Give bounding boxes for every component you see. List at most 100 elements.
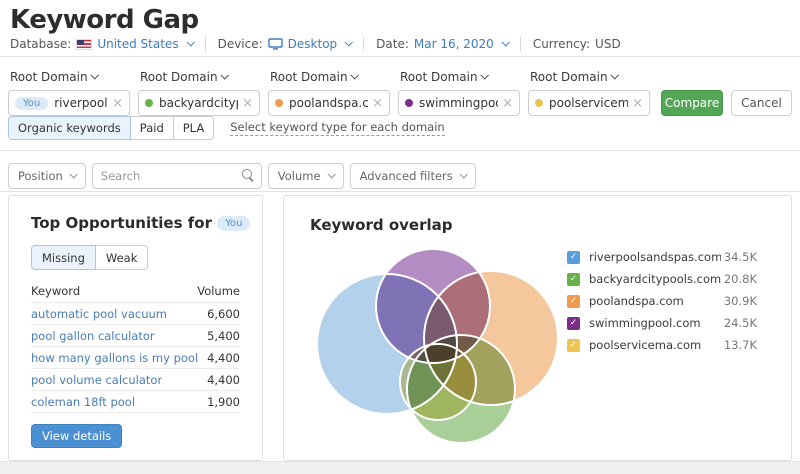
clear-domain-icon[interactable]: × [632, 95, 643, 111]
volume-value: 4,400 [207, 372, 240, 387]
us-flag-icon [76, 38, 93, 50]
table-row: automatic pool vacuum 6,600 [31, 302, 240, 324]
venn-outline [316, 273, 458, 415]
report-settings-bar: Database: United States Device: Desktop … [10, 37, 621, 51]
legend-count: 24.5K [723, 316, 757, 330]
toggle-weak[interactable]: Weak [94, 245, 149, 270]
chevron-down-icon [327, 170, 336, 179]
domain-input-1[interactable]: You riverpoolsands... × [8, 90, 130, 116]
domain-color-dot [535, 99, 543, 107]
domain-value: backyardcitypools.c... [159, 96, 238, 110]
legend-domain[interactable]: swimmingpool.com [589, 316, 701, 330]
keyword-link[interactable]: coleman 18ft pool [31, 394, 136, 409]
toggle-missing[interactable]: Missing [31, 245, 96, 270]
opportunities-table: Keyword Volume automatic pool vacuum 6,6… [31, 280, 240, 413]
checkbox-checked-icon[interactable] [567, 294, 580, 308]
cancel-button[interactable]: Cancel [731, 90, 792, 116]
date-value[interactable]: Mar 16, 2020 [413, 37, 494, 51]
domain-input-2[interactable]: backyardcitypools.c... × [138, 90, 260, 116]
venn-outline [375, 248, 491, 364]
chevron-down-icon [69, 170, 78, 179]
chevron-down-icon [90, 71, 99, 80]
chevron-down-icon [220, 71, 229, 80]
chevron-down-icon [501, 38, 510, 47]
root-domain-selector-5[interactable]: Root Domain [530, 70, 619, 84]
search-input[interactable] [91, 163, 262, 189]
database-selector[interactable]: Database: United States [10, 37, 195, 51]
clear-domain-icon[interactable]: × [242, 95, 253, 111]
clear-domain-icon[interactable]: × [372, 95, 383, 111]
legend-item: backyardcitypools.com 20.8K [567, 268, 757, 290]
separator [363, 37, 365, 51]
domain-input-3[interactable]: poolandspa.com × [268, 90, 390, 116]
table-row: coleman 18ft pool 1,900 [31, 390, 240, 412]
column-keyword: Keyword [31, 284, 81, 298]
legend-count: 20.8K [723, 272, 757, 286]
checkbox-checked-icon[interactable] [567, 272, 580, 286]
currency-value: USD [595, 37, 621, 51]
checkbox-checked-icon[interactable] [567, 316, 580, 330]
table-header: Keyword Volume [31, 280, 240, 302]
tab-organic-keywords[interactable]: Organic keywords [8, 116, 131, 140]
volume-filter-dropdown[interactable]: Volume [267, 163, 344, 189]
legend-domain[interactable]: backyardcitypools.com [589, 272, 721, 286]
database-value[interactable]: United States [97, 37, 179, 51]
separator [204, 37, 206, 51]
volume-value: 1,900 [207, 394, 240, 409]
tab-pla[interactable]: PLA [172, 116, 215, 140]
legend-domain[interactable]: poolservicema.com [589, 338, 702, 352]
root-domain-selector-3[interactable]: Root Domain [270, 70, 359, 84]
search-icon[interactable] [241, 169, 255, 182]
checkbox-checked-icon[interactable] [567, 338, 580, 352]
legend-domain[interactable]: riverpoolsandspas.com [589, 250, 721, 264]
clear-domain-icon[interactable]: × [112, 95, 123, 111]
legend-item: poolandspa.com 30.9K [567, 290, 757, 312]
keyword-search [91, 163, 262, 189]
column-volume: Volume [197, 284, 240, 298]
chevron-down-icon [610, 71, 619, 80]
device-value[interactable]: Desktop [287, 37, 338, 51]
legend-domain[interactable]: poolandspa.com [589, 294, 684, 308]
root-domain-selector-2[interactable]: Root Domain [140, 70, 229, 84]
domain-color-dot [275, 99, 283, 107]
date-selector[interactable]: Date: Mar 16, 2020 [376, 37, 510, 51]
venn-circle-poolservicema[interactable] [400, 344, 476, 420]
clear-domain-icon[interactable]: × [502, 95, 513, 111]
table-row: how many gallons is my pool 4,400 [31, 346, 240, 368]
keyword-type-tabs: Organic keywords Paid PLA Select keyword… [8, 116, 445, 140]
keyword-link[interactable]: pool volume calculator [31, 372, 163, 387]
keyword-link[interactable]: pool gallon calculator [31, 328, 155, 343]
root-domain-selector-4[interactable]: Root Domain [400, 70, 489, 84]
position-filter-dropdown[interactable]: Position [8, 163, 86, 189]
compare-button[interactable]: Compare [661, 90, 723, 116]
advanced-filters-dropdown[interactable]: Advanced filters [349, 163, 476, 189]
domain-input-5[interactable]: poolservicema.com × [528, 90, 650, 116]
opportunities-title: Top Opportunities for You [31, 214, 251, 232]
device-label: Device: [217, 37, 263, 51]
domain-input-4[interactable]: swimmingpool.com × [398, 90, 520, 116]
currency-label: Currency: [532, 37, 591, 51]
keyword-type-hint-link[interactable]: Select keyword type for each domain [230, 120, 445, 136]
chevron-down-icon [480, 71, 489, 80]
view-details-button[interactable]: View details [31, 424, 123, 448]
date-label: Date: [376, 37, 409, 51]
venn-outline [423, 270, 559, 406]
keyword-link[interactable]: how many gallons is my pool [31, 350, 199, 365]
chevron-down-icon [350, 71, 359, 80]
table-row: pool volume calculator 4,400 [31, 368, 240, 390]
root-domain-selector-1[interactable]: Root Domain [10, 70, 99, 84]
tab-paid[interactable]: Paid [129, 116, 174, 140]
device-selector[interactable]: Device: Desktop [217, 37, 354, 51]
domain-color-dot [405, 99, 413, 107]
domain-value: riverpoolsands... [54, 96, 108, 110]
checkbox-checked-icon[interactable] [567, 250, 580, 264]
domain-color-dot [145, 99, 153, 107]
legend-item: poolservicema.com 13.7K [567, 334, 757, 356]
legend-count: 13.7K [723, 338, 757, 352]
divider [0, 56, 800, 57]
keyword-link[interactable]: automatic pool vacuum [31, 306, 167, 321]
volume-value: 6,600 [207, 306, 240, 321]
separator [519, 37, 521, 51]
database-label: Database: [10, 37, 72, 51]
